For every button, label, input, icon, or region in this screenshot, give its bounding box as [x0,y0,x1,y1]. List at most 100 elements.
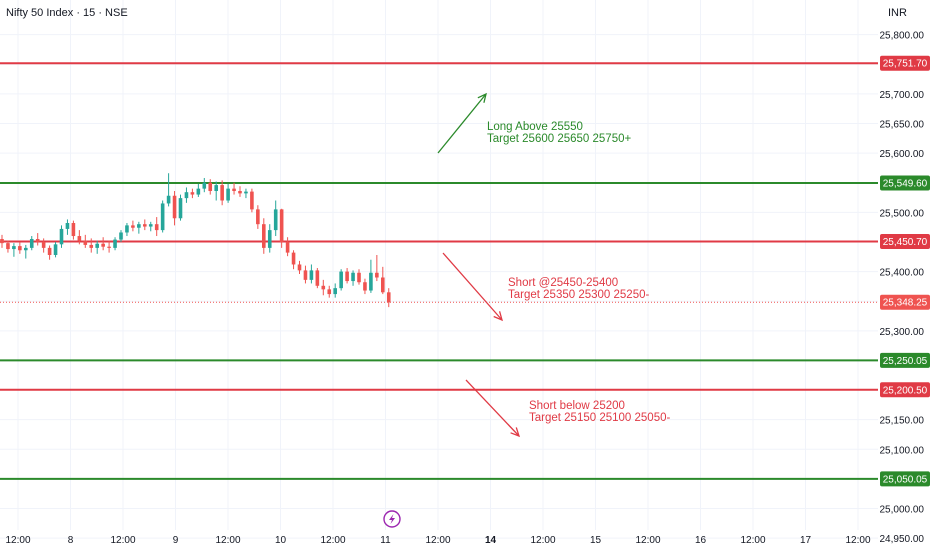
annotation-line2: Target 25350 25300 25250- [508,289,649,301]
candle-body[interactable] [381,277,385,293]
candle-body[interactable] [0,238,4,244]
candle-body[interactable] [214,185,218,192]
candle-body[interactable] [47,247,52,255]
candle-body[interactable] [119,232,123,240]
candle-body[interactable] [107,246,111,248]
candle-body[interactable] [345,271,349,282]
candle-body[interactable] [238,191,242,194]
candle-body[interactable] [226,188,230,201]
level-badge [880,382,930,398]
candle-body[interactable] [315,270,320,286]
currency-label: INR [888,7,907,19]
short-arrow[interactable] [442,252,503,322]
candle-body[interactable] [357,272,361,283]
candle-body[interactable] [273,209,278,231]
annotation-line2: Target 25150 25100 25050- [529,412,670,424]
candle-body[interactable] [89,244,94,248]
annotation-line1: Long Above 25550 [487,121,583,133]
x-tick-label: 10 [275,535,287,546]
x-tick-label: 12:00 [530,535,555,546]
x-tick-label: 12:00 [425,535,450,546]
candle-body[interactable] [154,224,159,231]
level-badge [880,234,930,250]
candle-body[interactable] [267,230,272,248]
candle-body[interactable] [160,203,165,231]
candle-body[interactable] [321,285,326,290]
candle-body[interactable] [375,272,379,278]
candle-body[interactable] [285,241,290,253]
candle-body[interactable] [262,224,266,248]
price-badges: 25,751.70 25,549.60 25,450.70 25,250.05 25,2… [880,55,930,487]
candle-body[interactable] [386,292,391,303]
level-badge [880,471,930,487]
candle-body[interactable] [202,182,207,189]
candle-body[interactable] [256,209,260,225]
candle-body[interactable] [143,224,147,227]
candle-body[interactable] [232,188,236,192]
x-tick-label: 12:00 [635,535,660,546]
candle-body[interactable] [178,198,183,219]
x-tick-label: 15 [590,535,602,546]
candle-body[interactable] [208,182,213,192]
grid-lines [0,0,878,539]
candle-body[interactable] [53,244,58,255]
candle-body[interactable] [59,228,64,245]
candle-body[interactable] [131,225,135,228]
candle-body[interactable] [41,241,46,248]
last-price-badge [880,294,930,310]
candle-body[interactable] [24,247,28,251]
x-tick-label: 12:00 [320,535,345,546]
time-axis[interactable]: 12:00 8 12:00 9 12:00 10 12:00 11 12:00 14 12:00 15… [5,535,870,546]
candle-body[interactable] [95,243,99,248]
x-tick-label: 12:00 [5,535,30,546]
candle-body[interactable] [18,246,22,251]
candle-body[interactable] [77,236,82,241]
candle-body[interactable] [250,191,254,210]
candle-body[interactable] [339,271,343,289]
candle-body[interactable] [369,272,373,291]
x-tick-label: 12:00 [845,535,870,546]
candle-body[interactable] [65,223,70,229]
level-badge-label: 25,549.60 [883,178,928,189]
candle-body[interactable] [113,239,117,248]
candle-body[interactable] [166,195,171,204]
short-below-arrow[interactable] [465,379,521,438]
candle-body[interactable] [327,289,332,295]
y-tick-label: 25,300.00 [880,327,925,338]
candle-body[interactable] [184,192,189,199]
y-tick-label: 25,700.00 [880,90,925,101]
candle-body[interactable] [172,195,177,219]
long-arrow[interactable] [437,92,487,154]
candle-body[interactable] [291,252,296,265]
candle-body[interactable] [125,225,129,233]
candle-body[interactable] [363,282,367,291]
candle-body[interactable] [196,188,201,195]
candle-body[interactable] [101,243,105,247]
candle-body[interactable] [137,224,141,228]
level-badge-label: 25,050.05 [883,474,928,485]
price-axis[interactable]: 25,800.0025,750.0025,700.0025,650.0025,6… [880,31,925,546]
lightning-bolt-icon[interactable] [383,510,401,528]
candle-body[interactable] [148,224,153,227]
y-tick-label: 25,000.00 [880,505,925,516]
candle-body[interactable] [333,288,337,295]
candle-body[interactable] [297,264,302,271]
x-tick-label: 12:00 [215,535,240,546]
candle-body[interactable] [35,238,40,242]
candle-body[interactable] [220,185,224,201]
candle-body[interactable] [351,272,355,282]
candle-body[interactable] [29,238,34,248]
candle-body[interactable] [279,209,284,242]
candle-body[interactable] [309,270,314,280]
candle-body[interactable] [71,223,76,237]
candles-group[interactable] [0,173,391,308]
candle-body[interactable] [6,243,10,250]
candle-body[interactable] [303,270,308,280]
candle-body[interactable] [190,192,195,195]
candle-body[interactable] [12,246,16,250]
candle-body[interactable] [83,240,88,245]
candle-body[interactable] [244,191,248,194]
y-tick-label: 25,500.00 [880,208,925,219]
x-tick-label: 9 [173,535,179,546]
